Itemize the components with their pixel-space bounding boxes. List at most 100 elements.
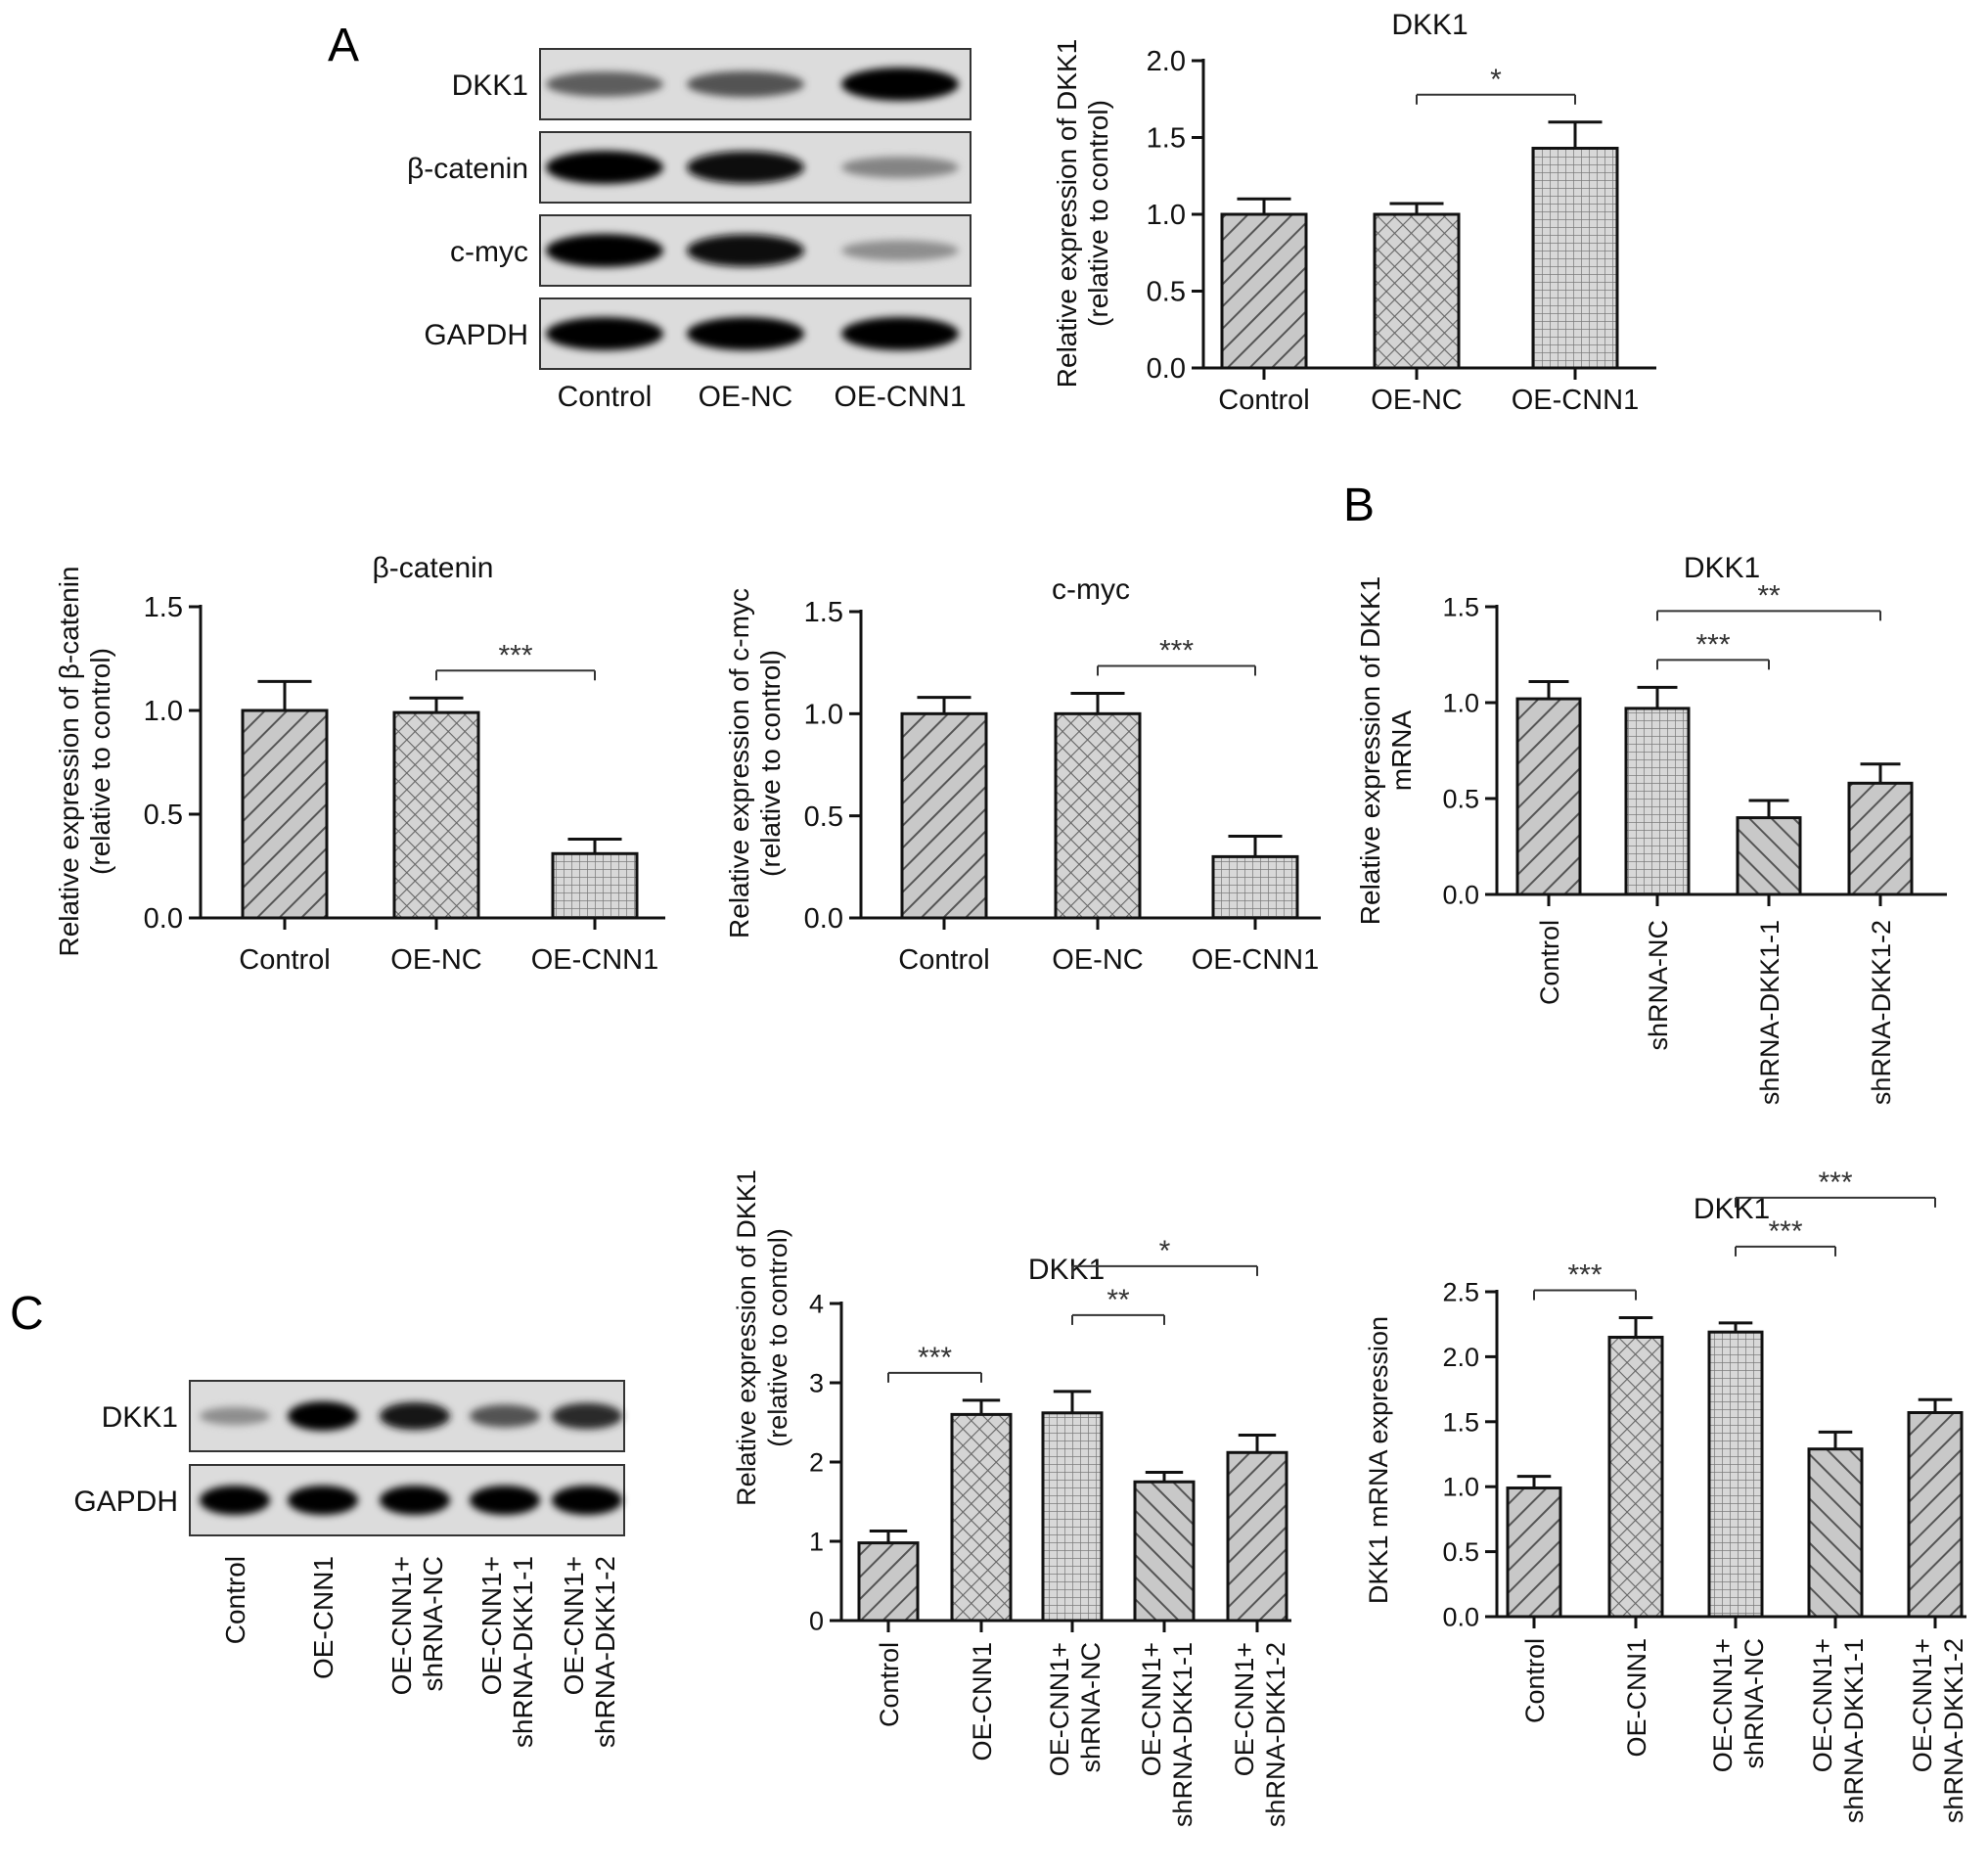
- bar-3: [551, 851, 639, 920]
- blot-band: [380, 1486, 450, 1515]
- chart-title: DKK1: [1684, 552, 1760, 584]
- x-tick-label: Control: [239, 944, 331, 976]
- y-tick-label: 2.0: [1442, 1343, 1479, 1372]
- x-tick-label: Control: [1520, 1638, 1550, 1723]
- x-tick-label: shRNA-DKK1-2: [1867, 920, 1896, 1105]
- bar-4: [1807, 1447, 1864, 1619]
- significance-stars: *: [1490, 64, 1502, 96]
- x-tick-label: shRNA-DKK1-1: [1755, 920, 1785, 1105]
- y-tick-label: 0.0: [1147, 353, 1186, 385]
- chart-b-dkk1-mrna: DKK1 Relative expression of DKK1mRNA 0.0 0.…: [1355, 552, 1947, 1105]
- bar-3: [1041, 1411, 1104, 1623]
- blot-band: [841, 240, 959, 261]
- x-tick-label: OE-CNN1+shRNA-NC: [1708, 1638, 1769, 1772]
- x-tick-label: Control: [1535, 920, 1564, 1005]
- bar-2: [392, 710, 480, 920]
- chart-c-dkk1-protein: DKK1 Relative expression of DKK1(relative…: [732, 1169, 1291, 1827]
- x-tick-label: OE-CNN1+shRNA-DKK1-2: [1908, 1638, 1968, 1823]
- blot-row-label: DKK1: [102, 1401, 178, 1434]
- y-tick-label: 0.5: [1147, 277, 1186, 308]
- chart-title: DKK1: [1028, 1254, 1105, 1286]
- y-tick-label: 1.0: [1442, 688, 1479, 717]
- y-axis-label: Relative expression of c-myc(relative to…: [724, 588, 786, 938]
- bar-2: [1607, 1335, 1664, 1619]
- significance-stars: ***: [1159, 634, 1194, 666]
- panel-letter-a: A: [328, 20, 359, 71]
- bar-1: [900, 711, 988, 920]
- significance-stars: ***: [1818, 1166, 1852, 1199]
- x-tick-label: OE-CNN1+shRNA-NC: [1045, 1642, 1106, 1776]
- x-tick-label: OE-CNN1: [1622, 1638, 1651, 1758]
- blot-band: [552, 1486, 622, 1515]
- x-tick-label: OE-CNN1+shRNA-DKK1-1: [1137, 1642, 1197, 1827]
- y-axis-label: Relative expression of DKK1(relative to …: [1052, 39, 1113, 388]
- bar-4: [1847, 781, 1914, 896]
- chart-title: c-myc: [1052, 573, 1130, 606]
- bar-4: [1133, 1480, 1196, 1623]
- blot-band: [841, 157, 959, 178]
- blot-lane-label: OE-CNN1: [834, 381, 966, 413]
- significance-stars: **: [1107, 1284, 1130, 1316]
- y-tick-label: 0.5: [1442, 1537, 1479, 1567]
- chart-a-dkk1: DKK1 Relative expression of DKK1(relative…: [1052, 9, 1656, 416]
- y-tick-label: 0.0: [1442, 880, 1479, 909]
- blot-band: [546, 151, 663, 184]
- chart-title: β-catenin: [373, 552, 494, 584]
- y-tick-label: 1.5: [144, 592, 183, 623]
- blot-row-label: β-catenin: [407, 153, 528, 185]
- chart-title: DKK1: [1391, 9, 1468, 41]
- y-tick-label: 0.0: [804, 903, 843, 935]
- blot-band: [200, 1486, 270, 1515]
- blot-row-label: GAPDH: [424, 319, 528, 351]
- blot-band: [288, 1401, 358, 1431]
- x-tick-label: OE-CNN1: [1512, 385, 1640, 416]
- blot-band: [687, 70, 804, 98]
- x-tick-label: OE-CNN1+shRNA-DKK1-2: [1230, 1642, 1290, 1827]
- y-tick-label: 0.5: [804, 801, 843, 833]
- blot-band: [552, 1402, 622, 1430]
- significance-stars: ***: [498, 639, 532, 671]
- y-axis-label: Relative expression of DKK1(relative to …: [732, 1169, 792, 1506]
- western-blot-c: DKK1 GAPDH Control OE-CNN1 OE-CNN1+shRNA-NC O…: [73, 1380, 625, 1748]
- bar-5: [1907, 1411, 1964, 1619]
- blot-band: [546, 234, 663, 267]
- y-axis-label: DKK1 mRNA expression: [1364, 1316, 1393, 1604]
- blot-band: [841, 317, 959, 350]
- y-tick-label: 1.5: [804, 597, 843, 628]
- panel-letter-b: B: [1343, 480, 1375, 531]
- y-tick-label: 2.0: [1147, 46, 1186, 77]
- x-tick-label: OE-CNN1: [531, 944, 659, 976]
- panel-letter-c: C: [10, 1288, 44, 1340]
- x-tick-label: OE-CNN1: [1192, 944, 1320, 976]
- y-tick-label: 0.5: [1442, 784, 1479, 813]
- x-tick-label: shRNA-NC: [1644, 920, 1673, 1051]
- blot-band: [200, 1406, 270, 1426]
- y-tick-label: 2.5: [1442, 1277, 1479, 1306]
- x-tick-label: OE-CNN1+shRNA-DKK1-1: [1808, 1638, 1869, 1823]
- y-tick-label: 0.0: [144, 903, 183, 935]
- significance-stars: ***: [918, 1342, 952, 1374]
- bar-2: [1624, 707, 1691, 896]
- chart-a-beta-catenin: β-catenin Relative expression of β-cateni…: [54, 552, 665, 976]
- blot-lane-label: OE-CNN1+shRNA-DKK1-2: [559, 1556, 620, 1748]
- y-tick-label: 3: [809, 1368, 824, 1397]
- chart-a-c-myc: c-myc Relative expression of c-myc(relati…: [724, 573, 1321, 976]
- significance-stars: ***: [1567, 1259, 1602, 1292]
- western-blot-a: DKK1 β-catenin c-myc GAPDH Control OE-NC OE-CN…: [407, 48, 971, 413]
- blot-band: [687, 317, 804, 350]
- blot-lane-label: OE-CNN1: [308, 1556, 339, 1679]
- y-tick-label: 0: [809, 1606, 824, 1635]
- y-tick-label: 0.5: [144, 800, 183, 831]
- x-tick-label: OE-NC: [1052, 944, 1143, 976]
- blot-lane-label: OE-NC: [699, 381, 793, 413]
- y-tick-label: 1.5: [1442, 592, 1479, 621]
- y-tick-label: 4: [809, 1289, 824, 1318]
- bar-1: [1506, 1486, 1562, 1619]
- bar-1: [1220, 212, 1308, 370]
- blot-row-label: c-myc: [450, 236, 528, 268]
- x-tick-label: OE-NC: [390, 944, 481, 976]
- y-tick-label: 1.0: [804, 699, 843, 730]
- significance-stars: ***: [1695, 628, 1730, 661]
- bar-5: [1226, 1450, 1288, 1623]
